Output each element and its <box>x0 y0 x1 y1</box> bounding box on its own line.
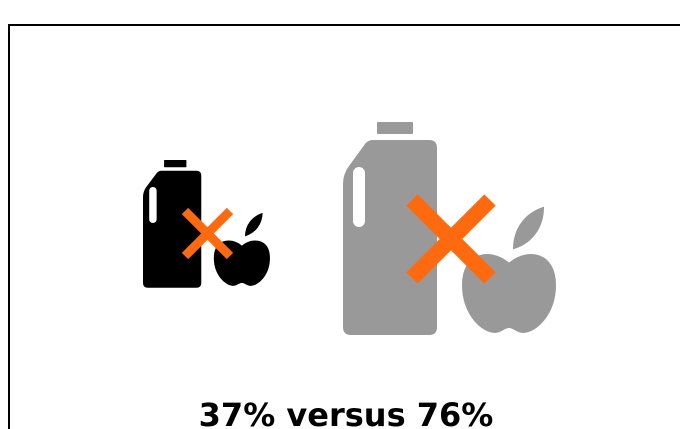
caption: 37% versus 76% <box>199 396 494 429</box>
small-icon <box>143 160 274 290</box>
cross-icon <box>181 207 234 260</box>
cross-icon <box>406 194 496 284</box>
jug-icon <box>343 122 437 335</box>
frame <box>8 24 680 429</box>
jug-icon <box>143 160 202 288</box>
large-icon <box>343 122 560 337</box>
